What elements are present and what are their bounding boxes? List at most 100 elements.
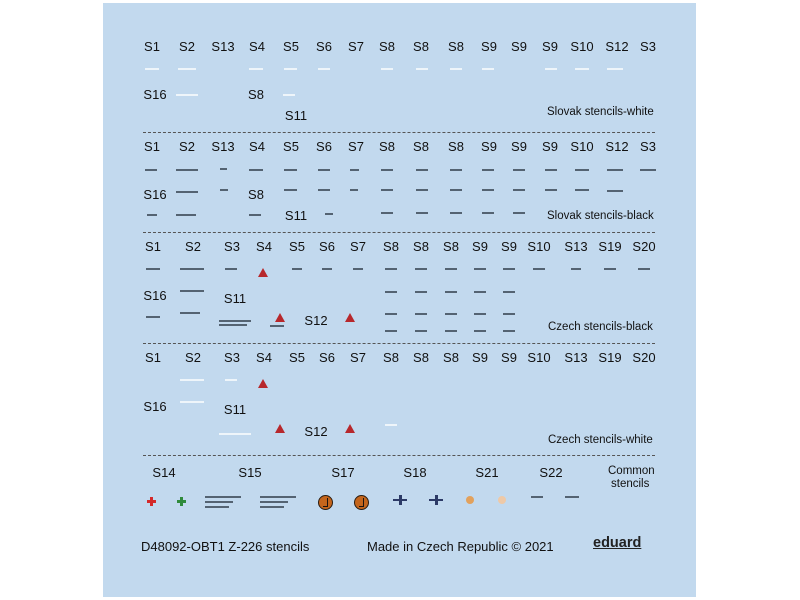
made-in-text: Made in Czech Republic © 2021 bbox=[367, 539, 554, 554]
stencil-label: S5 bbox=[289, 350, 305, 365]
stencil-decal bbox=[219, 324, 247, 326]
stencil-label: S6 bbox=[319, 350, 335, 365]
stencil-decal bbox=[180, 379, 204, 381]
stencil-label: S3 bbox=[224, 239, 240, 254]
stencil-decal bbox=[219, 433, 251, 435]
round-emblem-icon bbox=[466, 496, 474, 504]
stencil-decal bbox=[381, 189, 393, 191]
stencil-decal bbox=[385, 268, 397, 270]
stencil-label: S7 bbox=[348, 139, 364, 154]
stencil-label: S11 bbox=[223, 291, 247, 306]
stencil-label: S13 bbox=[211, 39, 235, 54]
stencil-decal bbox=[531, 496, 543, 498]
stencil-decal bbox=[474, 313, 486, 315]
stencil-decal bbox=[604, 268, 616, 270]
stencil-decal bbox=[176, 214, 196, 216]
stencil-label: S2 bbox=[179, 139, 195, 154]
stencil-label: S1 bbox=[144, 39, 160, 54]
stencil-decal bbox=[322, 268, 332, 270]
brand-logo: eduard bbox=[593, 535, 642, 551]
stencil-decal bbox=[416, 189, 428, 191]
stencil-decal bbox=[381, 68, 393, 70]
stencil-decal bbox=[249, 68, 263, 70]
stencil-label: S13 bbox=[564, 350, 588, 365]
red-triangle-marker bbox=[258, 379, 268, 388]
stencil-label: S14 bbox=[152, 465, 176, 480]
stencil-decal bbox=[318, 169, 330, 171]
red-triangle-marker bbox=[345, 424, 355, 433]
stencil-label: S12 bbox=[304, 424, 328, 439]
stencil-decal bbox=[450, 212, 462, 214]
stencil-decal bbox=[450, 189, 462, 191]
stencil-label: S3 bbox=[640, 139, 656, 154]
stencil-decal bbox=[450, 169, 462, 171]
stencil-decal bbox=[249, 214, 261, 216]
stencil-decal bbox=[533, 268, 545, 270]
stencil-label: S5 bbox=[283, 39, 299, 54]
stencil-label: S9 bbox=[511, 39, 527, 54]
stencil-decal bbox=[607, 68, 623, 70]
stencil-label: S19 bbox=[598, 350, 622, 365]
stencil-label: S12 bbox=[605, 139, 629, 154]
stencil-decal bbox=[270, 325, 284, 327]
stencil-label: S8 bbox=[448, 139, 464, 154]
stencil-label: S10 bbox=[527, 350, 551, 365]
stencil-label: S22 bbox=[539, 465, 563, 480]
stencil-label: S8 bbox=[448, 39, 464, 54]
stencil-label: S8 bbox=[383, 239, 399, 254]
divider bbox=[143, 455, 655, 456]
stencil-label: S10 bbox=[570, 139, 594, 154]
divider bbox=[143, 232, 655, 233]
decal-sheet bbox=[103, 3, 696, 597]
stencil-decal bbox=[205, 501, 233, 503]
stencil-decal bbox=[575, 169, 589, 171]
stencil-label: S9 bbox=[481, 139, 497, 154]
stencil-label: S8 bbox=[413, 350, 429, 365]
round-emblem-icon bbox=[498, 496, 506, 504]
stencil-label: S9 bbox=[542, 39, 558, 54]
stencil-decal bbox=[445, 330, 457, 332]
stencil-label: S16 bbox=[143, 399, 167, 414]
stencil-label: S10 bbox=[570, 39, 594, 54]
stencil-label: S13 bbox=[564, 239, 588, 254]
roundel-icon bbox=[354, 495, 369, 510]
stencil-decal bbox=[146, 268, 160, 270]
stencil-label: S8 bbox=[248, 87, 264, 102]
stencil-decal bbox=[325, 213, 333, 215]
stencil-label: S11 bbox=[284, 108, 308, 123]
stencil-decal bbox=[503, 268, 515, 270]
stencil-label: S4 bbox=[256, 239, 272, 254]
stencil-decal bbox=[219, 320, 251, 322]
stencil-decal bbox=[205, 506, 229, 508]
aircraft-silhouette-icon bbox=[429, 495, 443, 505]
stencil-label: S15 bbox=[238, 465, 262, 480]
stencil-decal bbox=[545, 169, 557, 171]
stencil-label: S8 bbox=[413, 39, 429, 54]
stencil-decal bbox=[284, 68, 297, 70]
stencil-label: S8 bbox=[379, 39, 395, 54]
stencil-label: S13 bbox=[211, 139, 235, 154]
aircraft-silhouette-icon bbox=[393, 495, 407, 505]
stencil-decal bbox=[640, 169, 656, 171]
stencil-label: S8 bbox=[443, 239, 459, 254]
stencil-decal bbox=[474, 291, 486, 293]
stencil-label: S4 bbox=[249, 139, 265, 154]
stencil-label: S8 bbox=[413, 139, 429, 154]
red-cross-icon bbox=[146, 496, 157, 507]
stencil-decal bbox=[607, 169, 623, 171]
stencil-decal bbox=[353, 268, 363, 270]
stencil-label: S5 bbox=[289, 239, 305, 254]
stencil-label: S8 bbox=[379, 139, 395, 154]
stencil-decal bbox=[513, 169, 525, 171]
stencil-label: S1 bbox=[144, 139, 160, 154]
stencil-decal bbox=[482, 189, 494, 191]
stencil-decal bbox=[292, 268, 302, 270]
stencil-label: S2 bbox=[179, 39, 195, 54]
stencil-decal bbox=[482, 68, 494, 70]
stencil-decal bbox=[205, 496, 241, 498]
stencil-decal bbox=[482, 212, 494, 214]
stencil-decal bbox=[416, 68, 428, 70]
stencil-label: S11 bbox=[284, 208, 308, 223]
stencil-decal bbox=[220, 168, 227, 170]
stencil-label: S3 bbox=[640, 39, 656, 54]
